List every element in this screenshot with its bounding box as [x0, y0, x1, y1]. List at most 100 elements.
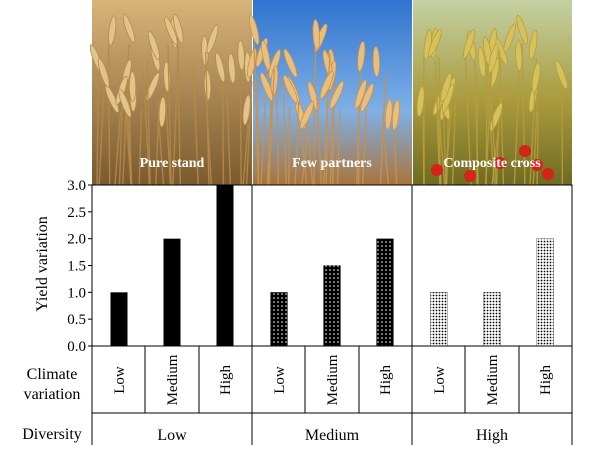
y-tick-label: 3.0	[67, 178, 86, 194]
wheat-ear	[528, 29, 538, 60]
wheat-stalk	[446, 118, 449, 186]
wheat-ear	[384, 99, 393, 130]
climate-variation-label-line1: Climate	[27, 366, 78, 383]
wheat-ear	[357, 41, 366, 72]
wheat-ear	[488, 43, 499, 74]
wheat-stalk	[205, 51, 210, 186]
photo-label: Few partners	[292, 156, 372, 171]
wheat-ear	[477, 46, 486, 78]
wheat-stalk	[464, 58, 472, 186]
wheat-stalk	[125, 114, 132, 186]
poppy-flower	[531, 159, 543, 171]
wheat-stalk	[155, 101, 160, 186]
wheat-stalk	[361, 109, 368, 186]
wheat-ear	[147, 30, 160, 61]
poppy-flower	[494, 157, 506, 169]
photo-panel-1: Pure stand	[89, 0, 253, 186]
y-axis-label: Yield variation	[34, 216, 51, 312]
wheat-ear	[312, 19, 320, 51]
wheat-stalk	[146, 60, 151, 186]
wheat-stalk	[379, 75, 387, 186]
wheat-ear	[440, 72, 452, 103]
wheat-ear	[354, 79, 367, 109]
climate-tick-label: Low	[432, 366, 448, 394]
y-tick-label: 0.0	[67, 339, 86, 355]
diversity-tick-label: Low	[157, 427, 187, 444]
wheat-ear	[97, 58, 110, 88]
wheat-stalk	[114, 111, 122, 186]
wheat-ear	[128, 71, 137, 102]
bar-high-medium	[483, 292, 501, 347]
wheat-stalk	[336, 109, 341, 186]
y-tick-label: 2.5	[67, 205, 86, 221]
wheat-ear	[164, 16, 178, 46]
wheat-stalk	[242, 123, 249, 186]
wheat-stalk	[138, 110, 143, 186]
wheat-stalk	[239, 69, 242, 186]
bar-high-low	[430, 292, 448, 347]
y-tick-label: 1.5	[67, 259, 86, 275]
wheat-stalk	[521, 42, 526, 186]
wheat-stalk	[438, 119, 446, 186]
photo-label: Composite cross	[443, 156, 541, 171]
diversity-label: Diversity	[22, 426, 82, 443]
bar-medium-low	[270, 292, 288, 347]
wheat-ear	[516, 15, 528, 45]
wheat-stalk	[221, 80, 225, 186]
bar-medium-high	[376, 238, 394, 347]
wheat-stalk	[536, 111, 539, 186]
wheat-stalk	[172, 47, 179, 186]
wheat-ear	[360, 83, 374, 112]
wheat-ear	[145, 72, 160, 101]
climate-tick-label: Medium	[325, 354, 341, 405]
wheat-ear	[554, 60, 568, 90]
wheat-ear	[391, 99, 400, 131]
wheat-stalk	[158, 125, 165, 186]
wheat-ear	[283, 74, 298, 104]
wheat-ear	[283, 48, 298, 78]
diversity-tick-label: High	[476, 427, 508, 444]
poppy-flower	[464, 170, 476, 182]
climate-tick-label: Medium	[165, 354, 181, 405]
wheat-ear	[372, 46, 380, 78]
poppy-flower	[519, 145, 531, 157]
wheat-stalk	[382, 128, 390, 186]
wheat-stalk	[98, 88, 105, 186]
wheat-stalk	[268, 68, 275, 186]
wheat-ear	[503, 23, 516, 53]
wheat-stalk	[282, 78, 287, 186]
climate-tick-label: Medium	[485, 354, 501, 405]
wheat-stalk	[142, 71, 151, 186]
wheat-ear	[299, 101, 315, 130]
wheat-stalk	[300, 126, 310, 186]
photo-strip: Pure stand Few partners Composite cross	[89, 0, 572, 186]
bar-high-high	[536, 238, 554, 347]
wheat-stalk	[513, 69, 521, 186]
wheat-stalk	[393, 128, 398, 186]
bar-low-medium	[163, 238, 181, 346]
climate-tick-label: Low	[112, 366, 128, 394]
wheat-ear	[237, 39, 245, 71]
wheat-stalk	[253, 42, 259, 186]
wheat-ear	[108, 15, 117, 46]
climate-tick-label: Low	[272, 366, 288, 394]
wheat-stalk	[300, 126, 308, 186]
climate-tick-label: High	[218, 365, 234, 396]
poppy-flower	[542, 168, 554, 180]
wheat-ear	[215, 52, 226, 83]
wheat-stalk	[313, 48, 317, 186]
wheat-ear	[463, 29, 476, 59]
wheat-ear	[531, 62, 541, 93]
bar-low-high	[216, 185, 234, 346]
bar-medium-medium	[323, 265, 341, 347]
wheat-stalk	[167, 44, 172, 186]
wheat-ear	[427, 28, 442, 58]
wheat-ear	[122, 13, 136, 43]
diversity-tick-label: Medium	[305, 427, 360, 444]
wheat-stalk	[288, 106, 291, 186]
wheat-stalk	[451, 103, 456, 186]
wheat-ear	[173, 13, 184, 44]
wheat-stalk	[192, 65, 199, 186]
photo-label: Pure stand	[140, 156, 205, 171]
